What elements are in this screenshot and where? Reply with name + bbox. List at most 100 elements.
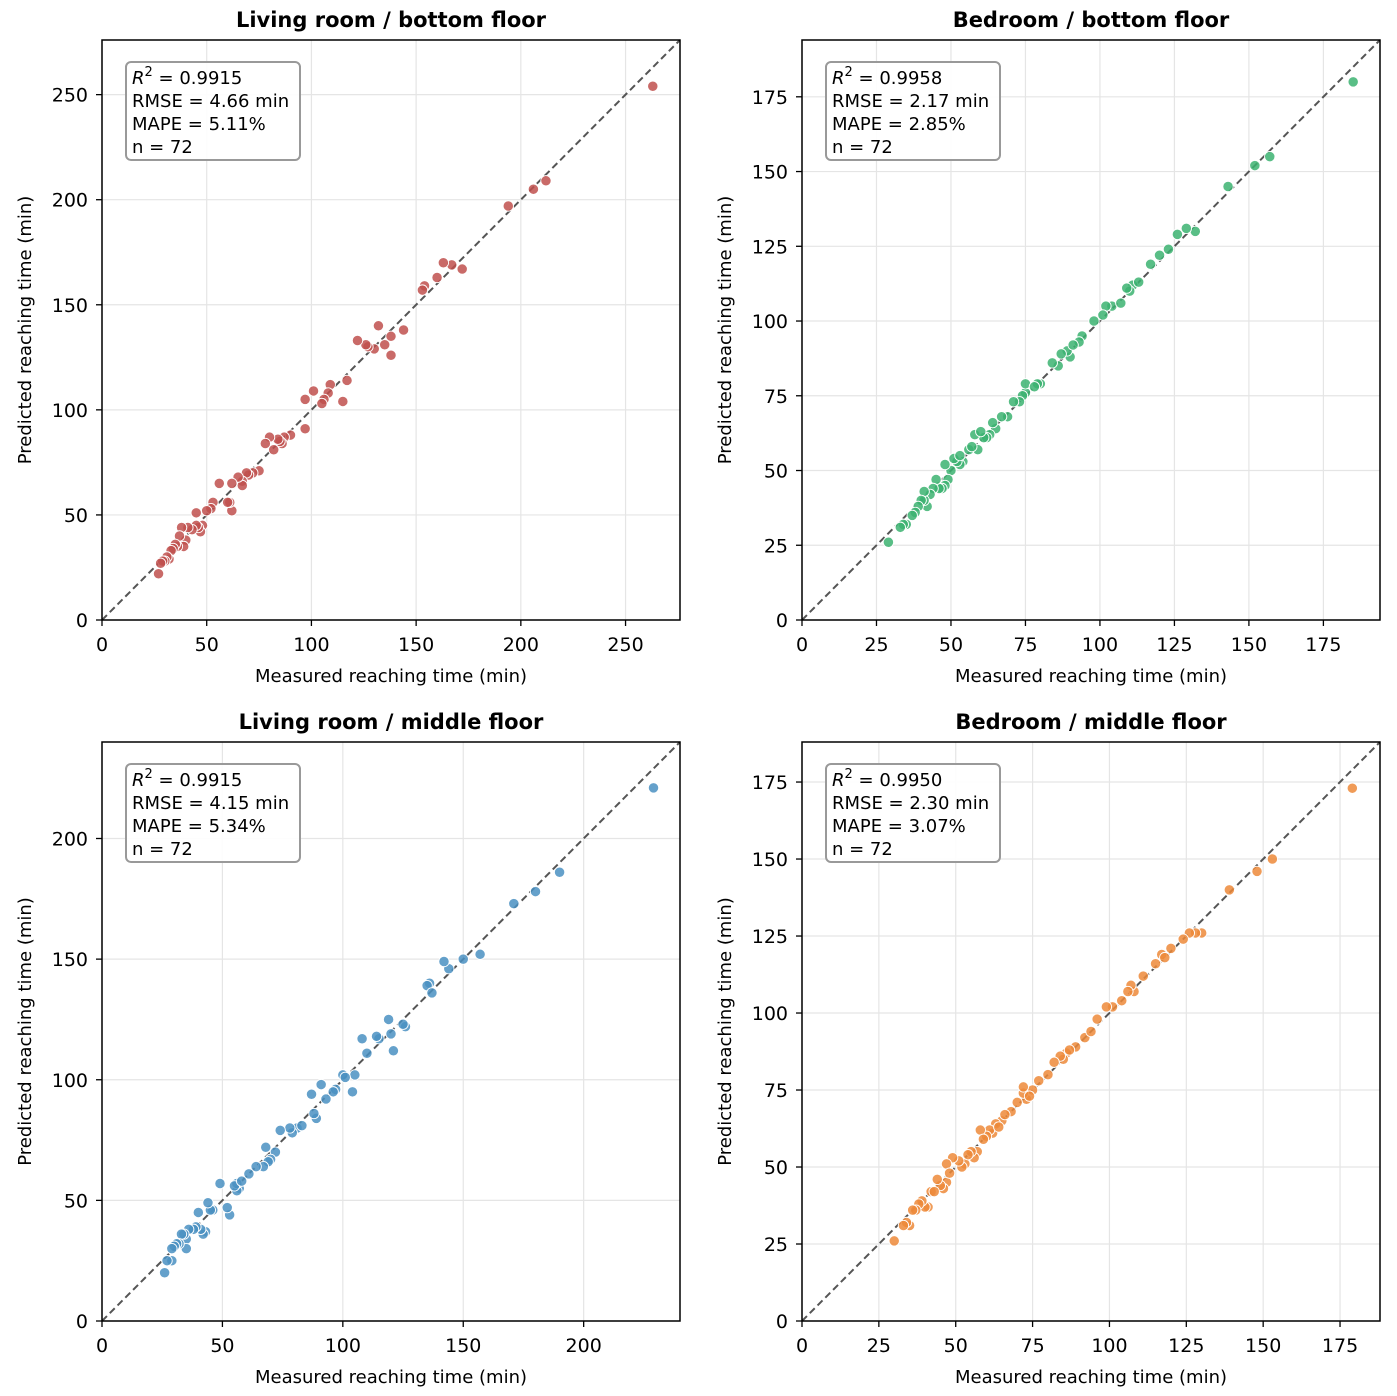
stat-n: n = 72 (832, 839, 893, 860)
data-point (502, 200, 514, 212)
y-tick-label: 150 (52, 949, 88, 971)
panel-3: 0 50 100 150 200 0 50 100 150 200 Living room / mi… (15, 710, 681, 1388)
data-point (268, 444, 280, 456)
data-point (1023, 1090, 1036, 1102)
data-point (1007, 396, 1020, 408)
data-point (1137, 970, 1149, 982)
data-point (339, 1071, 351, 1083)
data-point (1097, 309, 1109, 321)
x-axis-label: Measured reaching time (min) (955, 666, 1227, 687)
data-point (416, 284, 429, 296)
data-point (1223, 884, 1236, 896)
data-point (943, 1167, 956, 1179)
data-point (1033, 1075, 1045, 1087)
stat-r2: R2 = 0.9915 (132, 65, 242, 89)
data-point (299, 393, 311, 405)
x-tick-label: 125 (1168, 1335, 1204, 1357)
y-tick-label: 175 (752, 87, 788, 109)
stat-rmse: RMSE = 2.30 min (832, 793, 989, 814)
data-point (1046, 357, 1058, 369)
y-tick-label: 125 (752, 236, 788, 258)
plot-frame (101, 741, 681, 1322)
y-tick-label: 125 (752, 926, 788, 948)
data-point (894, 521, 906, 533)
data-point (1055, 348, 1067, 360)
data-point (1100, 1001, 1113, 1013)
panel-2: 0 25 50 75 100 125 150 175 0 25 50 75 100 125 150 175 Be… (715, 8, 1381, 687)
data-point (175, 1228, 188, 1240)
data-point (508, 897, 520, 910)
data-point (296, 1119, 308, 1132)
x-tick-label: 100 (1091, 1335, 1127, 1357)
data-point (341, 374, 353, 387)
x-tick-label: 0 (96, 1335, 108, 1357)
data-point (351, 334, 364, 347)
data-point (1346, 782, 1358, 794)
data-point (166, 1242, 178, 1255)
data-point (966, 440, 978, 453)
x-tick-label: 150 (1245, 1335, 1281, 1357)
x-tick-label: 50 (210, 1335, 234, 1357)
x-tick-label: 125 (1156, 634, 1192, 656)
y-tick-label: 50 (64, 1190, 88, 1212)
x-tick-label: 100 (293, 634, 329, 656)
data-point (385, 330, 397, 342)
data-point (387, 1045, 400, 1057)
data-point (382, 1013, 395, 1026)
stat-rmse: RMSE = 4.15 min (132, 793, 289, 814)
data-point (527, 183, 540, 195)
data-point (202, 1197, 214, 1209)
plot-frame (801, 39, 1381, 621)
x-tick-label: 75 (1020, 1335, 1044, 1357)
data-point (214, 1177, 226, 1190)
stat-mape: MAPE = 2.85% (832, 114, 966, 135)
data-point (882, 536, 895, 548)
x-tick-label: 0 (796, 1335, 808, 1357)
data-point (1091, 1013, 1103, 1025)
data-point (379, 339, 391, 351)
stat-mape: MAPE = 5.34% (132, 816, 266, 837)
data-point (540, 175, 552, 187)
x-tick-label: 175 (1305, 634, 1341, 656)
data-point (154, 557, 167, 569)
x-tick-label: 25 (864, 634, 888, 656)
data-point (320, 1093, 332, 1105)
y-tick-label: 100 (52, 1070, 88, 1092)
y-tick-label: 200 (52, 829, 88, 851)
x-tick-label: 0 (96, 634, 108, 656)
x-tick-label: 100 (1082, 634, 1118, 656)
data-point (356, 1033, 368, 1045)
data-point (222, 496, 234, 508)
data-point (906, 509, 918, 522)
data-point (372, 320, 385, 332)
data-point (192, 1206, 204, 1219)
data-point (907, 1204, 919, 1216)
data-point (457, 953, 469, 965)
stats-box (825, 61, 1001, 161)
y-tick-label: 50 (64, 505, 88, 527)
data-point (529, 885, 542, 898)
data-point (1347, 76, 1359, 88)
stat-rmse: RMSE = 2.17 min (832, 91, 989, 112)
x-tick-label: 200 (503, 634, 539, 656)
data-point (647, 782, 660, 794)
data-point (553, 866, 566, 878)
x-axis-label: Measured reaching time (min) (255, 666, 527, 687)
x-tick-label: 250 (607, 634, 643, 656)
panel-title: Living room / middle floor (239, 710, 544, 734)
data-point (305, 1088, 318, 1100)
stat-n: n = 72 (132, 137, 193, 158)
x-tick-label: 25 (867, 1335, 891, 1357)
x-tick-label: 50 (195, 634, 219, 656)
data-point (431, 271, 443, 284)
data-point (259, 437, 271, 450)
data-point (647, 80, 659, 92)
data-point (337, 395, 349, 408)
data-point (1067, 339, 1079, 351)
data-point (939, 458, 951, 471)
y-axis-label: Predicted reaching time (min) (715, 196, 736, 465)
data-point (928, 1185, 940, 1198)
panel-title: Bedroom / middle floor (955, 710, 1227, 734)
data-point (438, 955, 450, 968)
data-point (158, 1267, 171, 1279)
